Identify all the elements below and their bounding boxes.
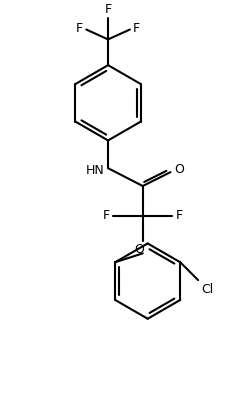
Text: F: F [76,22,83,35]
Text: HN: HN [85,164,104,177]
Text: O: O [134,243,144,256]
Text: F: F [175,209,182,222]
Text: F: F [103,209,110,222]
Text: F: F [133,22,140,35]
Text: F: F [104,3,112,16]
Text: Cl: Cl [201,283,213,296]
Text: O: O [174,163,184,176]
